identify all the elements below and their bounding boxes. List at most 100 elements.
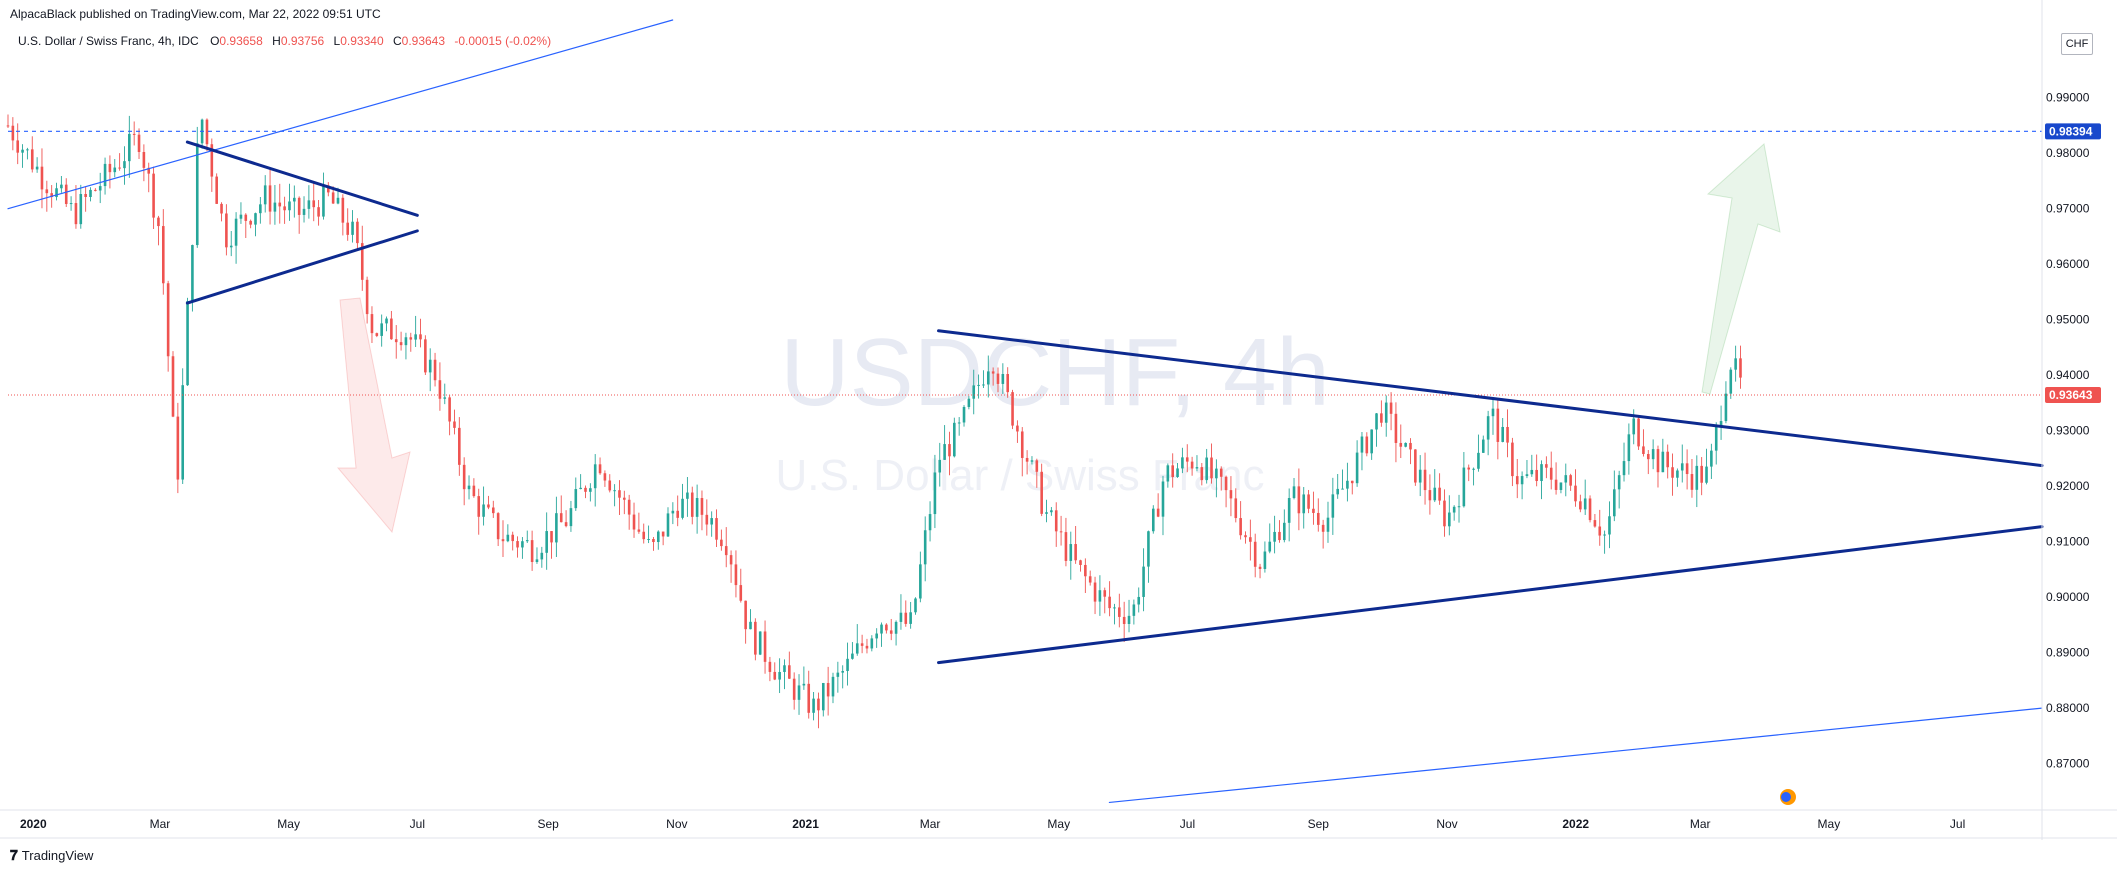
y-tick-label: 0.92000: [2046, 479, 2090, 493]
symbol-title: U.S. Dollar / Swiss Franc, 4h, IDC: [18, 34, 199, 48]
candle-body: [1433, 487, 1437, 501]
candle-body: [1695, 465, 1699, 490]
candle-body: [351, 221, 354, 235]
candle-body: [69, 203, 73, 205]
candle-body: [1346, 480, 1349, 489]
candle-body: [1530, 469, 1534, 475]
candle-body: [953, 422, 956, 457]
candle-body: [50, 193, 53, 198]
candle-body: [394, 339, 398, 343]
candle-body: [1355, 452, 1359, 484]
candle-body: [1583, 498, 1587, 510]
candle-body: [1054, 510, 1058, 532]
candle-body: [909, 612, 912, 624]
candle-body: [564, 522, 568, 527]
candle-body: [1579, 501, 1582, 510]
candle-body: [1074, 544, 1077, 561]
open-value: 0.93658: [219, 34, 263, 48]
candle-body: [1113, 607, 1116, 609]
trendlines[interactable]: [7, 19, 2044, 804]
candle-body: [821, 682, 825, 711]
candle-body: [1418, 469, 1422, 483]
candle-body: [1700, 465, 1703, 483]
candle-body: [831, 676, 835, 697]
candle-body: [453, 421, 456, 428]
candle-body: [103, 163, 107, 187]
candle-body: [385, 318, 388, 324]
candle-body: [632, 514, 636, 530]
candle-body: [802, 683, 806, 686]
candle-body: [1020, 431, 1024, 458]
candle-body: [627, 499, 631, 515]
candle-body: [957, 422, 961, 424]
candle-body: [1268, 541, 1272, 552]
x-tick-label: 2022: [1562, 817, 1589, 831]
candle-body: [1637, 418, 1640, 447]
candle-body: [1423, 469, 1427, 491]
candle-body: [1302, 494, 1306, 514]
x-tick-label: May: [1047, 817, 1070, 831]
candle-body: [1151, 508, 1155, 532]
x-tick-label: May: [277, 817, 300, 831]
candle-body: [1273, 531, 1276, 542]
candle-body: [1399, 442, 1403, 447]
candle-body: [1127, 615, 1131, 624]
y-tick-label: 0.91000: [2046, 535, 2090, 549]
candle-body: [695, 498, 699, 517]
candle-body: [1506, 426, 1509, 443]
tradingview-logo-icon: 𝟕: [10, 847, 18, 863]
candle-body: [166, 283, 170, 357]
candle-body: [152, 173, 155, 218]
candle-body: [579, 487, 582, 490]
candle-body: [972, 385, 976, 399]
currency-badge[interactable]: CHF: [2061, 33, 2093, 55]
candle-body: [1501, 426, 1504, 442]
candle-body: [623, 497, 626, 500]
candle-body: [108, 163, 112, 173]
candle-body: [186, 301, 189, 386]
candle-body: [220, 203, 223, 214]
candle-body: [788, 665, 791, 679]
candle-body: [293, 197, 296, 202]
candle-body: [225, 213, 228, 248]
candle-body: [1375, 413, 1378, 430]
candle-body: [656, 531, 660, 543]
candle-body: [841, 671, 844, 673]
candle-body: [1166, 465, 1170, 482]
candle-body: [1428, 490, 1432, 501]
candle-body: [1554, 479, 1558, 490]
candle-body: [317, 207, 320, 217]
candle-body: [458, 427, 461, 465]
candle-body: [1710, 450, 1713, 467]
candle-body: [812, 698, 815, 713]
candle-body: [1118, 607, 1121, 617]
candle-body: [1200, 467, 1204, 481]
candle-body: [409, 337, 413, 340]
candle-body: [982, 384, 985, 386]
candle-body: [1360, 436, 1364, 453]
candle-body: [89, 189, 92, 198]
candle-body: [870, 638, 874, 649]
target-price-label: 0.98394: [2049, 124, 2093, 138]
candle-body: [1574, 485, 1577, 502]
candle-body: [705, 514, 709, 525]
candle-body: [1724, 393, 1728, 422]
x-tick-label: Mar: [1690, 817, 1711, 831]
candle-body: [288, 201, 291, 211]
candle-body: [1642, 446, 1645, 455]
candle-body: [438, 380, 442, 399]
candle-body: [1486, 416, 1490, 440]
y-tick-label: 0.90000: [2046, 590, 2090, 604]
candle-body: [1210, 457, 1213, 479]
footer-brand-text: TradingView: [21, 848, 94, 863]
candle-body: [1690, 474, 1694, 490]
x-tick-label: 2021: [792, 817, 819, 831]
candle-body: [1540, 464, 1543, 482]
candle-body: [919, 564, 922, 599]
x-tick-label: Nov: [1436, 817, 1457, 831]
candle-body: [540, 552, 544, 560]
candle-body: [768, 661, 772, 672]
candle-body: [128, 133, 131, 162]
triangle-upper-line: [936, 329, 2044, 468]
